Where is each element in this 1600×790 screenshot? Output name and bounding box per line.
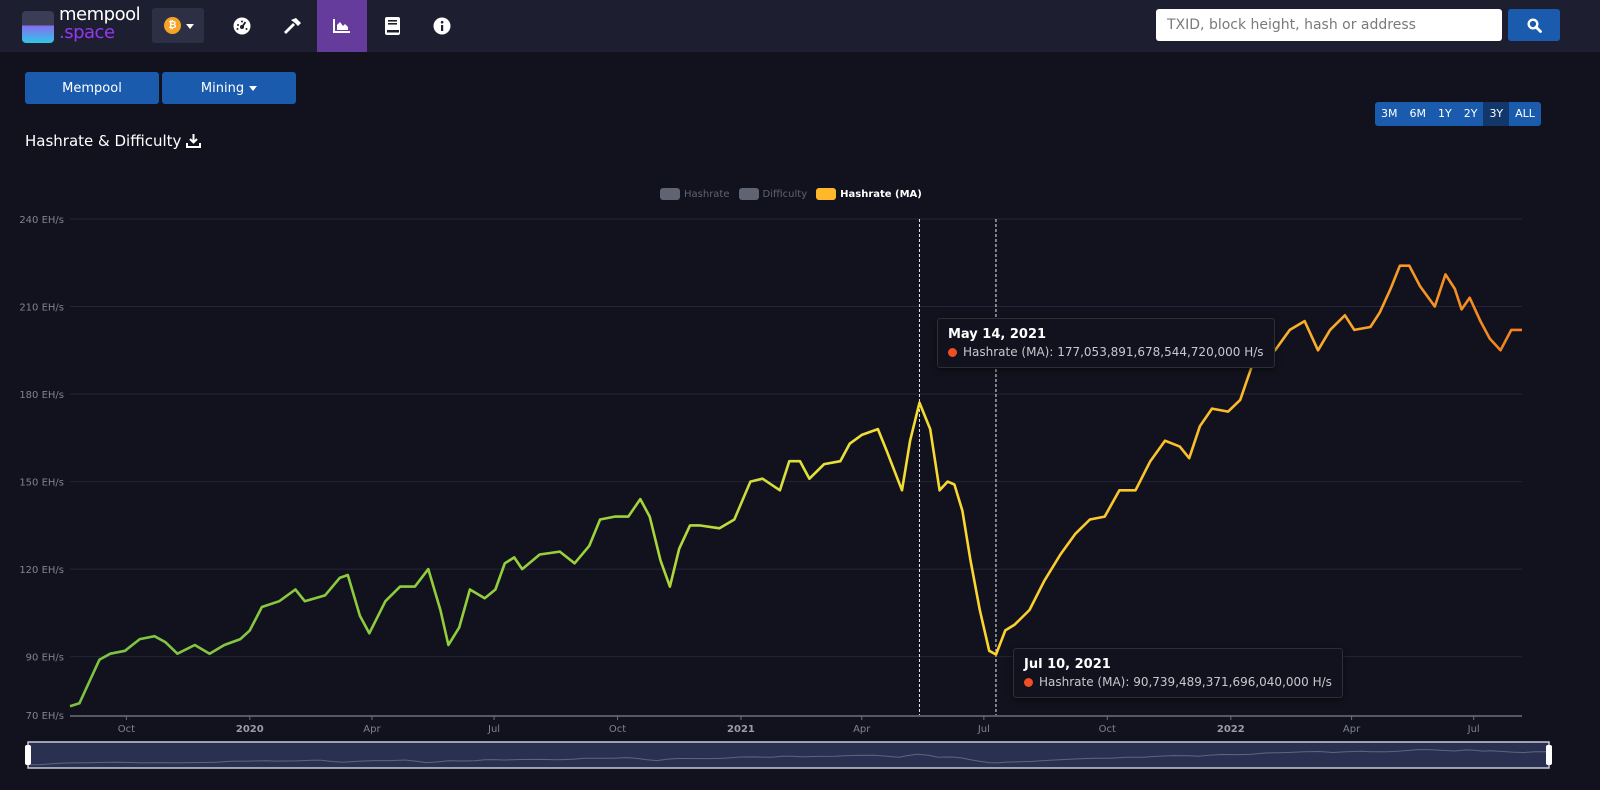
logo-text[interactable]: mempool .space <box>59 4 141 43</box>
x-tick-label: Oct <box>118 724 135 735</box>
tooltip: May 14, 2021 Hashrate (MA): 177,053,891,… <box>937 318 1275 368</box>
hammer-icon <box>284 18 301 34</box>
y-tick-label: 150 EH/s <box>19 478 64 489</box>
legend-swatch <box>660 188 680 200</box>
nav-about[interactable] <box>417 0 467 52</box>
tooltip: Jul 10, 2021 Hashrate (MA): 90,739,489,3… <box>1013 648 1343 698</box>
download-icon[interactable] <box>186 133 201 148</box>
search-button[interactable] <box>1508 9 1560 41</box>
range-all[interactable]: ALL <box>1515 107 1535 120</box>
y-tick-label: 90 EH/s <box>26 653 64 664</box>
top-navbar: mempool .space ₿ <box>0 0 1600 52</box>
nav-docs[interactable] <box>367 0 417 52</box>
range-selector: 3M 6M 1Y 2Y 3Y ALL <box>1375 102 1541 126</box>
series-dot <box>948 347 957 357</box>
range-1y[interactable]: 1Y <box>1438 107 1452 120</box>
legend-label: Hashrate <box>684 188 730 200</box>
nav-graphs[interactable] <box>317 0 367 52</box>
info-icon <box>433 17 451 35</box>
x-tick-label: 2022 <box>1217 724 1245 735</box>
search-input[interactable] <box>1156 9 1502 41</box>
x-tick-label: Apr <box>363 724 381 735</box>
book-icon <box>384 17 400 35</box>
tab-mempool[interactable]: Mempool <box>25 72 159 104</box>
tooltip-date: Jul 10, 2021 <box>1024 657 1111 672</box>
logo-text-bottom: .space <box>59 22 115 43</box>
x-tick-label: Oct <box>1099 724 1116 735</box>
y-tick-label: 180 EH/s <box>19 390 64 401</box>
tab-mining-label: Mining <box>200 80 245 96</box>
x-tick-label: Apr <box>853 724 871 735</box>
legend-item-hashrate[interactable]: Hashrate <box>660 188 730 200</box>
x-tick-label: Apr <box>1343 724 1361 735</box>
tooltip-value: Hashrate (MA): 177,053,891,678,544,720,0… <box>963 345 1264 359</box>
x-tick-label: Jul <box>487 724 500 735</box>
caret-down-icon <box>249 86 258 95</box>
legend-item-difficulty[interactable]: Difficulty <box>738 188 808 200</box>
legend-item-hashrate-ma[interactable]: Hashrate (MA) <box>816 188 922 200</box>
nav-dashboard[interactable] <box>217 0 267 52</box>
mempool-logo[interactable] <box>22 11 54 43</box>
y-tick-label: 210 EH/s <box>19 303 64 314</box>
legend-label: Difficulty <box>762 188 808 200</box>
y-tick-label: 240 EH/s <box>19 215 64 226</box>
tooltip-value: Hashrate (MA): 90,739,489,371,696,040,00… <box>1039 675 1332 689</box>
hashrate-ma-line <box>69 264 1522 708</box>
range-6m[interactable]: 6M <box>1409 107 1427 120</box>
range-3m[interactable]: 3M <box>1381 107 1398 120</box>
bitcoin-icon: ₿ <box>164 17 181 34</box>
legend-swatch <box>816 188 837 200</box>
tab-mempool-label: Mempool <box>62 80 122 96</box>
chart-area-icon <box>333 19 350 33</box>
nav-mining[interactable] <box>267 0 317 52</box>
range-3y[interactable]: 3Y <box>1483 102 1510 126</box>
tooltip-date: May 14, 2021 <box>948 327 1047 342</box>
x-tick-label: Jul <box>977 724 990 735</box>
chart-legend: Hashrate Difficulty Hashrate (MA) <box>660 188 926 200</box>
search-icon <box>1526 17 1542 33</box>
data-zoom-slider[interactable] <box>25 741 1552 769</box>
y-tick-label: 70 EH/s <box>26 711 64 722</box>
x-tick-label: Oct <box>609 724 626 735</box>
logo-text-top: mempool <box>59 4 141 25</box>
page-title: Hashrate & Difficulty <box>25 132 182 150</box>
legend-swatch <box>738 188 759 200</box>
caret-down-icon <box>186 24 194 33</box>
legend-label: Hashrate (MA) <box>840 188 922 200</box>
slider-handle-left[interactable] <box>25 745 31 765</box>
x-tick-label: 2020 <box>236 724 264 735</box>
y-tick-label: 120 EH/s <box>19 565 64 576</box>
x-tick-label: Jul <box>1467 724 1480 735</box>
slider-track[interactable] <box>27 741 1550 769</box>
x-tick-label: 2021 <box>727 724 755 735</box>
slider-preview-line <box>30 749 1546 766</box>
slider-handle-right[interactable] <box>1546 745 1552 765</box>
gauge-icon <box>233 17 251 35</box>
network-selector[interactable]: ₿ <box>152 8 204 43</box>
series-dot <box>1024 677 1033 687</box>
tab-mining-dropdown[interactable]: Mining <box>162 72 296 104</box>
range-2y[interactable]: 2Y <box>1463 107 1478 120</box>
